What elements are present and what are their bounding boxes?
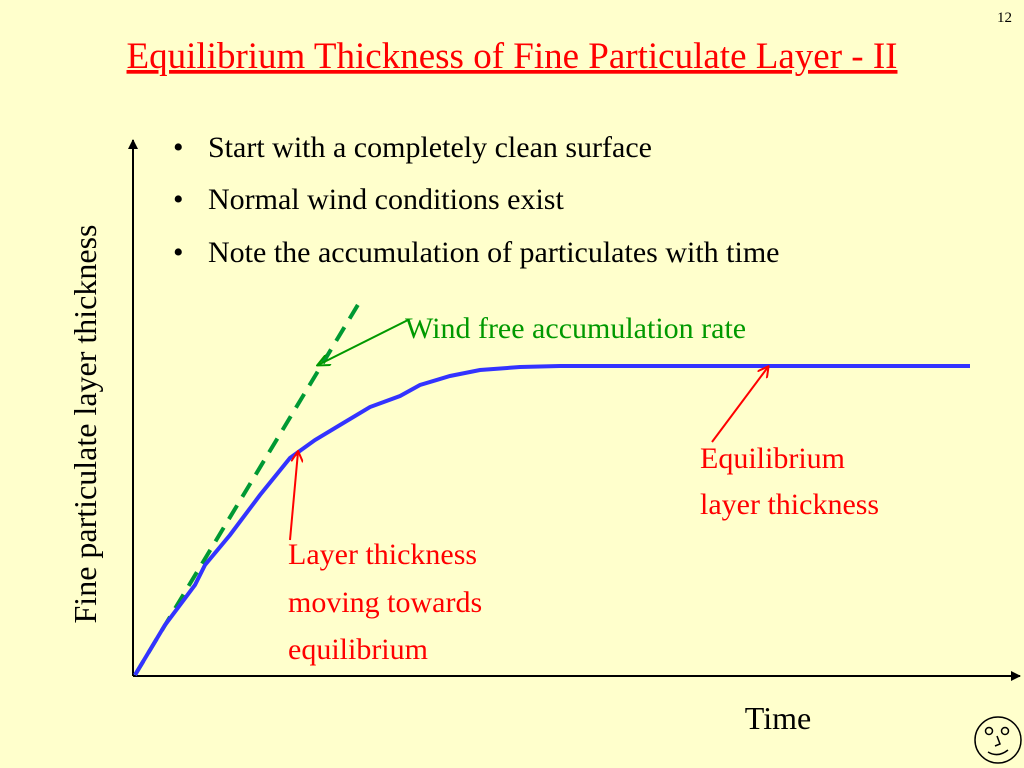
bullet-marker: • [173,183,184,216]
thickness-curve [133,364,970,677]
annotation-arrow [289,452,298,541]
annotation-arrow [318,319,409,365]
slide-number: 12 [997,10,1012,26]
bullet: Start with a completely clean surface [208,131,652,164]
annotation: layer thickness [700,488,879,521]
annotation: moving towards [288,586,482,619]
annotation: Equilibrium [700,442,845,475]
bullet-marker: • [173,236,184,269]
bullet: Note the accumulation of particulates wi… [208,236,779,269]
annotation: Wind free accumulation rate [405,312,746,345]
annotation: equilibrium [288,633,428,666]
annotation-arrow [711,367,768,443]
y-axis-label: Fine particulate layer thickness [67,225,103,624]
smiley-icon [974,716,1022,764]
x-axis-label: Time [745,700,811,736]
bullet-list: • Start with a completely clean surface … [173,131,779,269]
bullet-marker: • [173,131,184,164]
annotation: Layer thickness [288,538,477,571]
slide-title: Equilibrium Thickness of Fine Particulat… [127,36,898,77]
bullet: Normal wind conditions exist [208,183,564,216]
